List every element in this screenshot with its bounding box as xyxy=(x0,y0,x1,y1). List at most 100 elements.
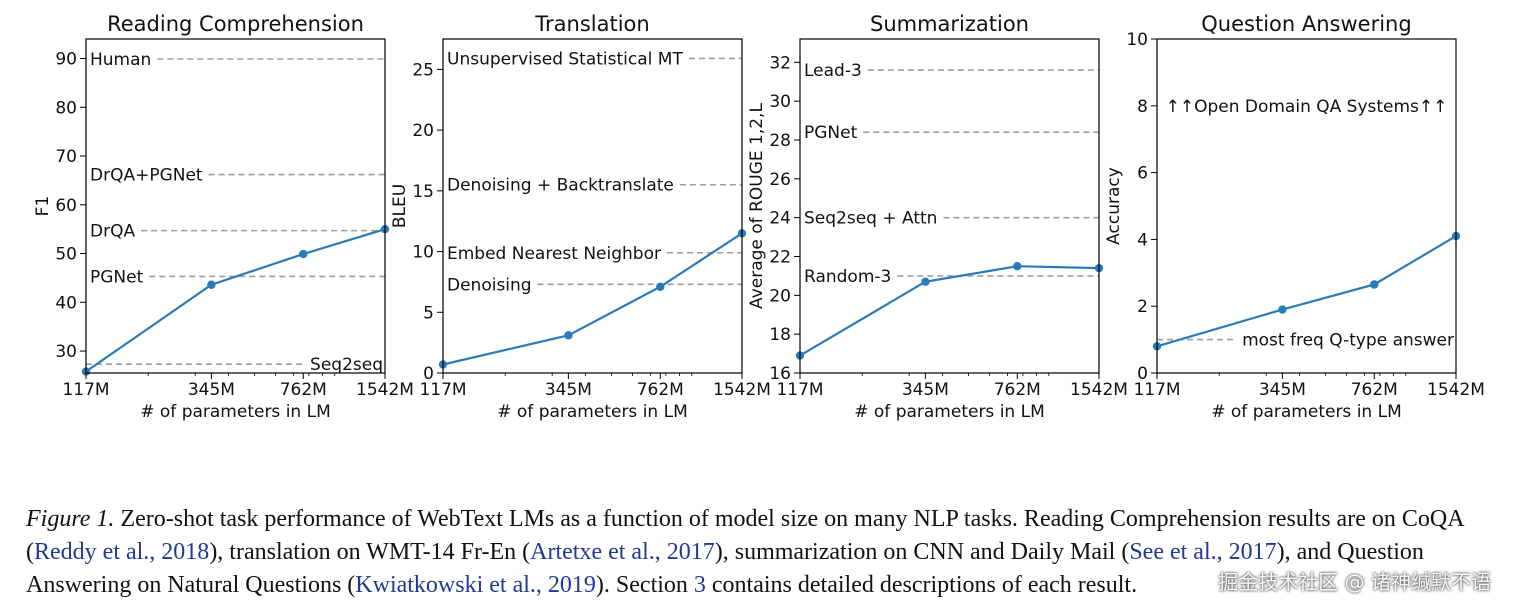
x-tick-label: 762M xyxy=(1351,380,1398,400)
data-point[interactable] xyxy=(1013,261,1022,271)
y-tick-label: 0 xyxy=(423,364,434,384)
citation-link[interactable]: Artetxe et al., 2017 xyxy=(530,539,715,565)
reference-label: most freq Q-type answer xyxy=(1242,331,1454,351)
y-tick-label: 70 xyxy=(55,147,77,167)
figure-label: Figure 1. xyxy=(26,506,115,532)
y-tick-label: 32 xyxy=(769,53,791,73)
chart-title: Translation xyxy=(534,12,649,36)
y-axis-label: BLEU xyxy=(390,184,410,228)
figure-caption: Figure 1. Zero-shot task performance of … xyxy=(26,503,1496,602)
y-tick-label: 28 xyxy=(769,131,791,151)
caption-text: contains detailed descriptions of each r… xyxy=(705,572,1138,598)
reference-label: DrQA+PGNet xyxy=(90,166,203,186)
reference-label: Human xyxy=(90,50,151,70)
caption-text: Zero-shot task performance of WebText LM… xyxy=(26,506,1464,565)
data-point[interactable] xyxy=(299,249,308,259)
y-tick-label: 26 xyxy=(769,170,791,190)
citation-link[interactable]: Reddy et al., 2018 xyxy=(34,539,210,565)
citation-link[interactable]: Kwiatkowski et al., 2019 xyxy=(355,572,596,598)
reference-label: DrQA xyxy=(90,222,135,242)
y-tick-label: 40 xyxy=(55,293,77,313)
reference-label: Embed Nearest Neighbor xyxy=(447,244,661,264)
y-tick-label: 22 xyxy=(769,247,791,267)
x-tick-label: 345M xyxy=(545,380,592,400)
figure: HumanDrQA+PGNetDrQAPGNetSeq2seq304050607… xyxy=(33,12,1485,422)
x-axis-label: # of parameters in LM xyxy=(140,402,331,422)
series-line xyxy=(799,265,1100,357)
x-tick-label: 762M xyxy=(637,380,684,400)
reference-label: Random-3 xyxy=(804,267,891,287)
x-axis-label: # of parameters in LM xyxy=(854,402,1045,422)
reference-label: Seq2seq + Attn xyxy=(804,209,937,229)
x-tick-label: 1542M xyxy=(1427,380,1485,400)
y-tick-label: 0 xyxy=(1137,364,1148,384)
y-axis-label: Average of ROUGE 1,2,L xyxy=(747,103,767,309)
reference-label: Unsupervised Statistical MT xyxy=(447,49,683,69)
y-axis-label: F1 xyxy=(33,196,53,217)
data-point[interactable] xyxy=(207,280,216,289)
data-point[interactable] xyxy=(921,277,930,286)
y-tick-label: 8 xyxy=(1137,97,1148,117)
watermark: 掘金技术社区 @ 诸神缄默不语 xyxy=(1218,570,1491,594)
y-tick-label: 15 xyxy=(412,182,434,202)
y-tick-label: 16 xyxy=(769,364,791,384)
section-link[interactable]: 3 xyxy=(693,572,706,598)
x-tick-label: 117M xyxy=(62,380,109,400)
x-tick-label: 762M xyxy=(994,380,1041,400)
y-tick-label: 30 xyxy=(55,342,77,362)
x-tick-label: 117M xyxy=(419,380,466,400)
reference-label: ↑↑Open Domain QA Systems↑↑ xyxy=(1166,97,1448,117)
x-tick-label: 345M xyxy=(188,380,235,400)
x-tick-label: 345M xyxy=(1259,380,1306,400)
series-line xyxy=(85,228,386,373)
data-point[interactable] xyxy=(1278,305,1287,314)
data-point[interactable] xyxy=(564,331,573,340)
y-tick-label: 10 xyxy=(412,243,434,263)
y-tick-label: 5 xyxy=(423,303,434,323)
reference-label: Denoising + Backtranslate xyxy=(447,176,674,196)
series-line xyxy=(1156,235,1457,348)
axes-frame xyxy=(799,38,1100,374)
y-tick-label: 10 xyxy=(1126,30,1148,50)
y-tick-label: 24 xyxy=(769,209,791,229)
x-tick-label: 1542M xyxy=(713,380,771,400)
x-tick-label: 762M xyxy=(280,380,327,400)
y-tick-label: 6 xyxy=(1137,164,1148,184)
y-tick-label: 80 xyxy=(55,98,77,118)
y-tick-label: 60 xyxy=(55,196,77,216)
y-axis-label: Accuracy xyxy=(1104,167,1124,245)
chart-title: Question Answering xyxy=(1201,12,1411,36)
data-point[interactable] xyxy=(1370,280,1379,289)
reference-label: Lead-3 xyxy=(804,61,862,81)
y-tick-label: 50 xyxy=(55,245,77,265)
y-tick-label: 90 xyxy=(55,50,77,70)
x-tick-label: 1542M xyxy=(1070,380,1128,400)
reference-label: Denoising xyxy=(447,275,532,295)
x-tick-label: 345M xyxy=(902,380,949,400)
y-tick-label: 30 xyxy=(769,92,791,112)
x-tick-label: 1542M xyxy=(356,380,414,400)
y-tick-label: 18 xyxy=(769,325,791,345)
y-tick-label: 20 xyxy=(769,286,791,306)
y-tick-label: 2 xyxy=(1137,297,1148,317)
x-axis-label: # of parameters in LM xyxy=(497,402,688,422)
y-tick-label: 20 xyxy=(412,121,434,141)
chart-title: Summarization xyxy=(870,12,1029,36)
x-tick-label: 117M xyxy=(1133,380,1180,400)
axes-frame xyxy=(442,38,743,374)
axes-frame xyxy=(1156,38,1457,374)
x-tick-label: 117M xyxy=(776,380,823,400)
axes-frame xyxy=(85,38,386,374)
reference-label: PGNet xyxy=(804,123,858,143)
reference-label: PGNet xyxy=(90,267,144,287)
data-point[interactable] xyxy=(656,282,665,291)
caption-text: ), summarization on CNN and Daily Mail ( xyxy=(714,539,1130,565)
reference-label: Seq2seq xyxy=(310,355,383,375)
y-tick-label: 4 xyxy=(1137,230,1148,250)
citation-link[interactable]: See et al., 2017 xyxy=(1129,539,1277,565)
caption-text: ). Section xyxy=(595,572,694,598)
x-axis-label: # of parameters in LM xyxy=(1211,402,1402,422)
caption-text: ), translation on WMT-14 Fr-En ( xyxy=(209,539,531,565)
chart-title: Reading Comprehension xyxy=(107,12,364,36)
y-tick-label: 25 xyxy=(412,60,434,80)
